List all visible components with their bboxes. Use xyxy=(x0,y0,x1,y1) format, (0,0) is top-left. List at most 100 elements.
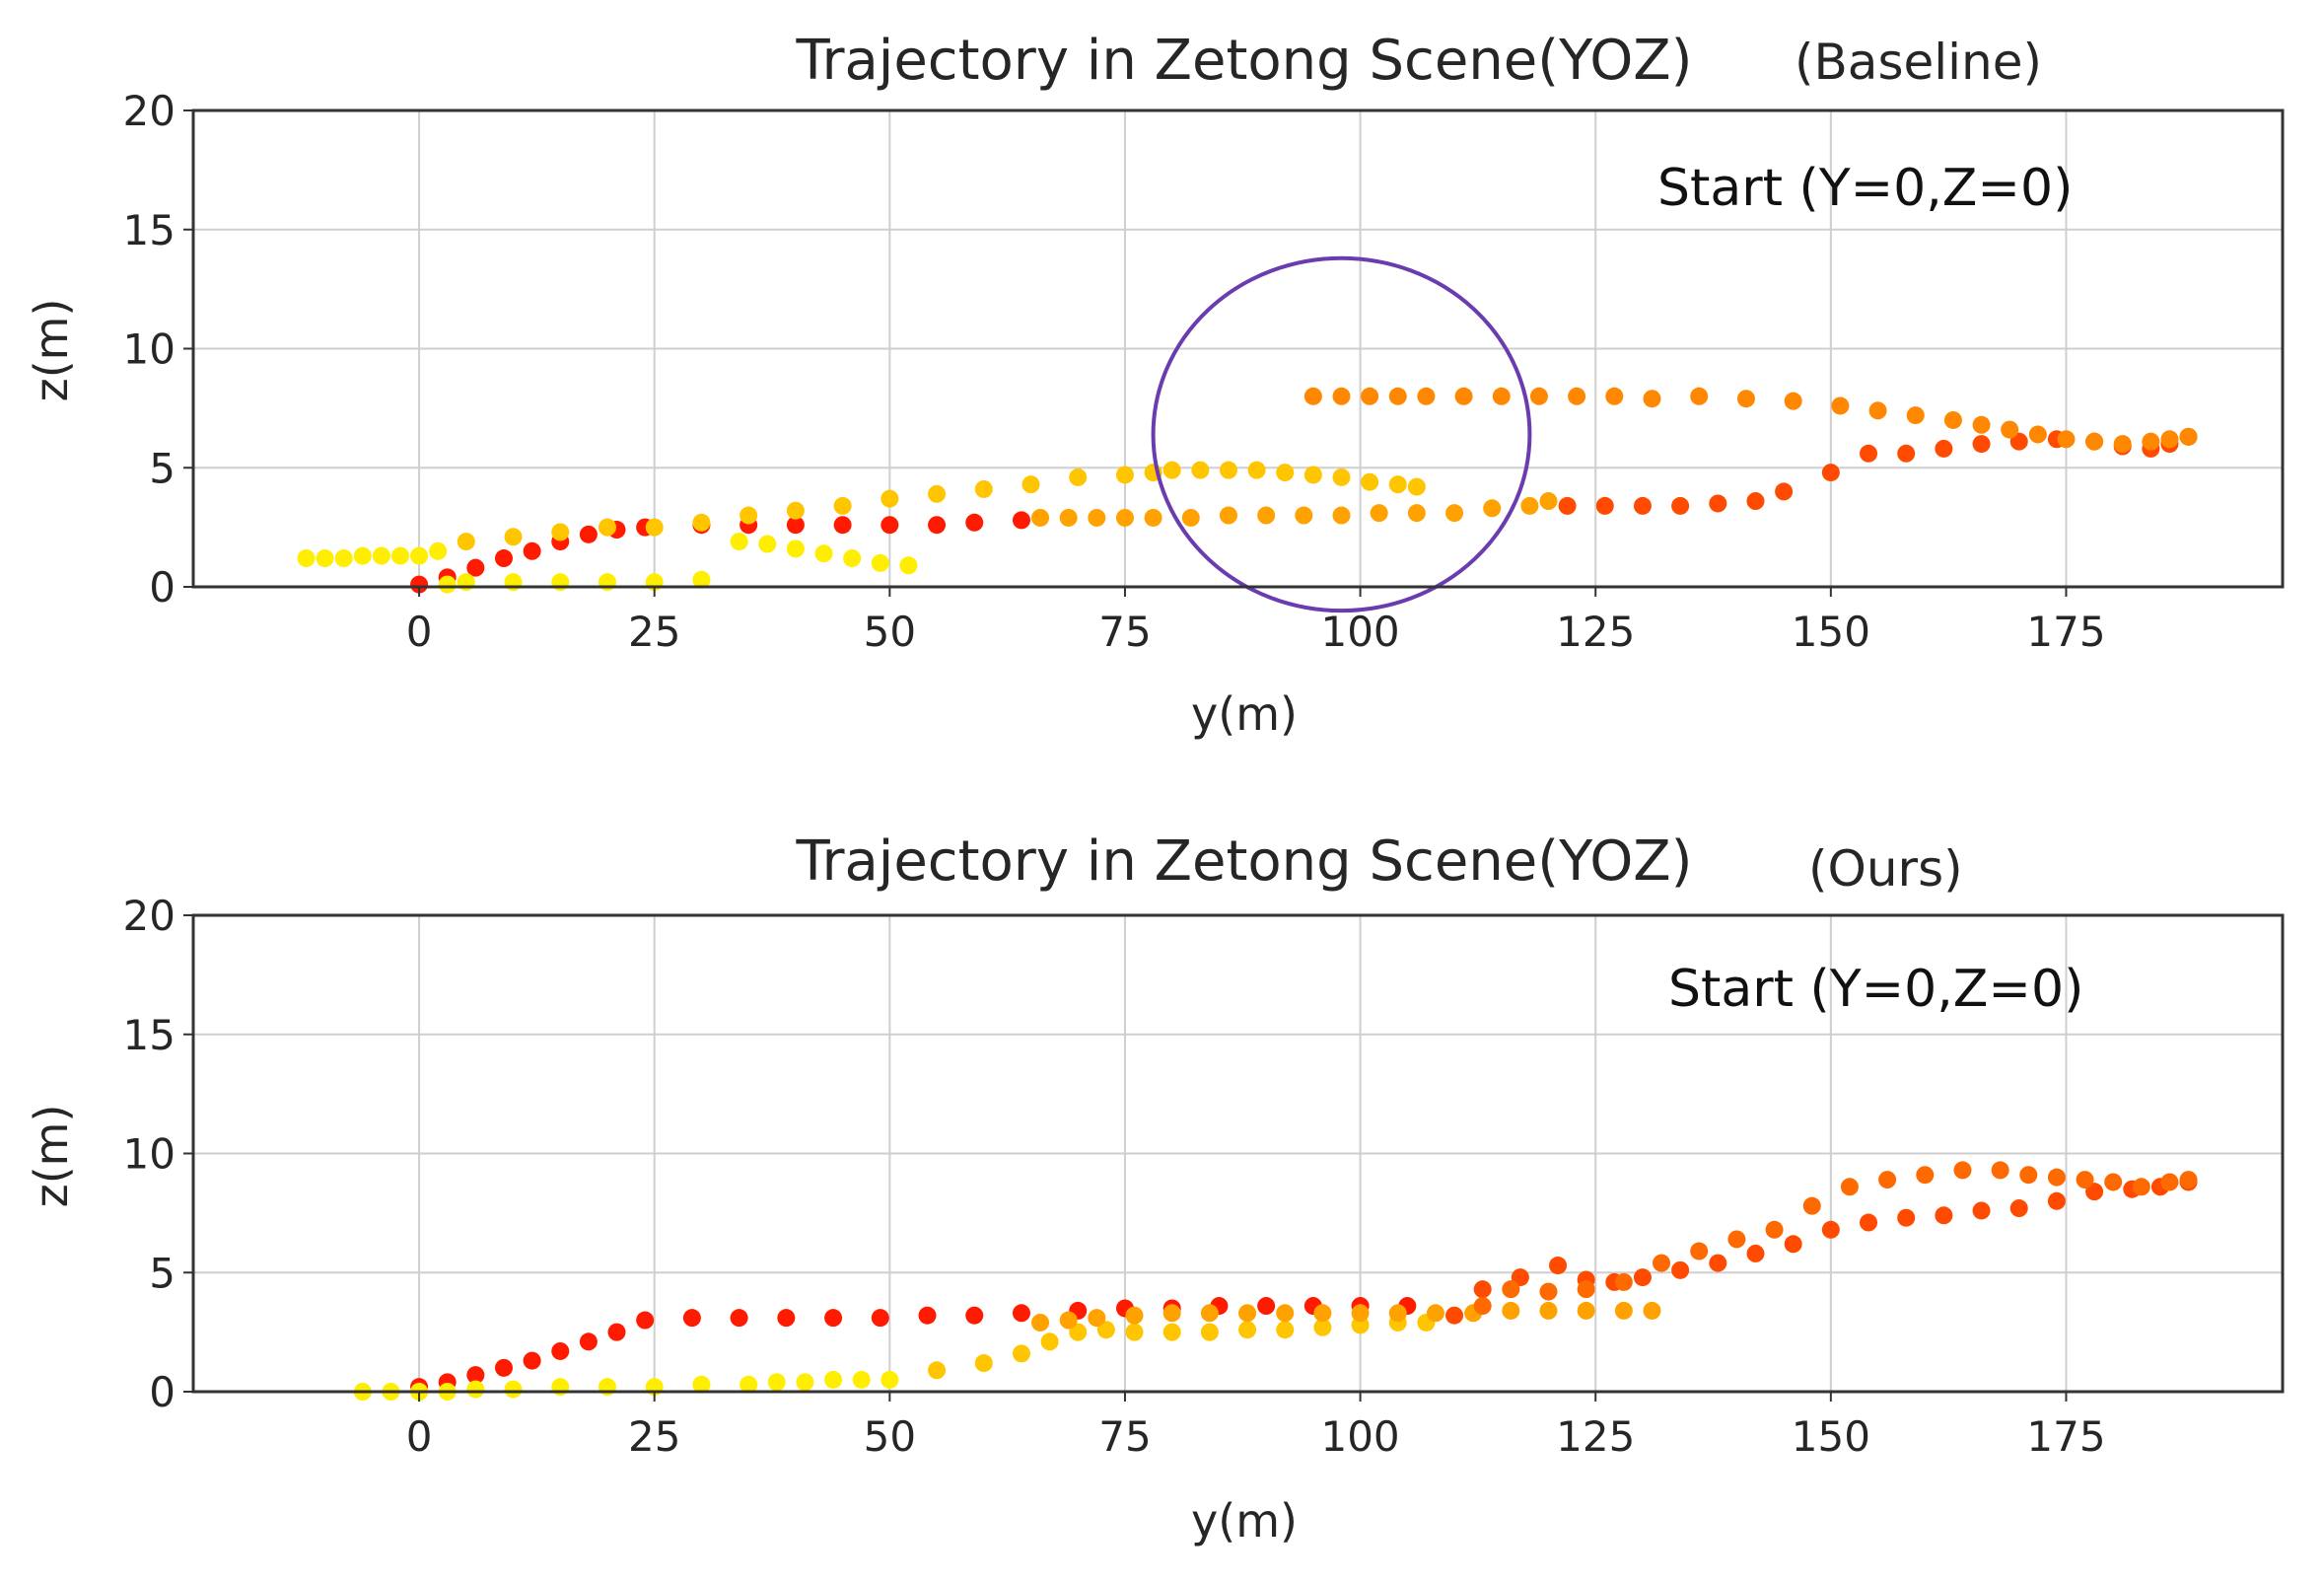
data-point xyxy=(1473,1297,1492,1316)
data-point xyxy=(466,1380,485,1399)
data-point xyxy=(692,513,711,532)
data-point xyxy=(1878,1171,1897,1189)
data-point xyxy=(1144,508,1162,527)
data-point xyxy=(1511,1268,1529,1287)
data-point xyxy=(1539,492,1558,511)
data-point xyxy=(1906,406,1925,425)
data-point xyxy=(579,1332,598,1351)
data-point xyxy=(1784,1235,1802,1254)
data-point xyxy=(1115,466,1134,484)
x-tick-label: 175 xyxy=(2026,1412,2105,1461)
data-point xyxy=(1653,1254,1671,1272)
data-point xyxy=(1088,508,1106,527)
data-point xyxy=(1426,1304,1444,1323)
data-point xyxy=(1069,1323,1088,1341)
x-tick-label: 50 xyxy=(864,608,916,656)
data-point xyxy=(1454,387,1473,405)
data-point xyxy=(871,553,889,572)
chart-title: Trajectory in Zetong Scene(YOZ) xyxy=(795,29,1692,93)
data-point xyxy=(1483,499,1502,518)
data-point xyxy=(1125,1306,1144,1325)
y-tick-label: 0 xyxy=(149,1368,176,1416)
data-point xyxy=(1614,1272,1633,1291)
data-point xyxy=(786,540,805,558)
data-point xyxy=(494,1358,513,1377)
data-point xyxy=(457,533,475,551)
x-tick-label: 75 xyxy=(1098,608,1151,656)
data-point xyxy=(1643,390,1661,408)
data-point xyxy=(1539,1282,1558,1301)
data-point xyxy=(1059,1311,1078,1330)
data-point xyxy=(1972,1201,1991,1220)
data-point xyxy=(796,1373,814,1392)
data-point xyxy=(316,549,334,568)
data-point xyxy=(2142,432,2160,451)
y-tick-label: 20 xyxy=(123,87,176,135)
x-tick-label: 75 xyxy=(1098,1412,1151,1461)
data-point xyxy=(504,528,523,546)
data-point xyxy=(523,1351,541,1370)
data-point xyxy=(928,1361,947,1380)
y-tick-label: 5 xyxy=(149,444,176,492)
series-yellow-orange xyxy=(928,1313,1436,1380)
data-point xyxy=(636,1311,655,1330)
series-orange-upper xyxy=(1303,387,2198,454)
data-point xyxy=(494,549,513,568)
data-point xyxy=(1295,506,1313,525)
data-point xyxy=(1784,392,1802,410)
data-point xyxy=(1840,1178,1859,1196)
data-point xyxy=(1096,1321,1115,1339)
data-point xyxy=(1219,506,1237,525)
data-point xyxy=(645,518,664,537)
chart-title-suffix: (Ours) xyxy=(1808,840,1963,898)
data-point xyxy=(1860,444,1878,463)
data-point xyxy=(1388,1304,1407,1323)
axis-ticks: 0 25 50 75 100 125 150 175 0 5 10 15 20 xyxy=(123,892,2106,1461)
data-point xyxy=(692,570,711,589)
y-tick-label: 10 xyxy=(123,1130,176,1179)
data-point xyxy=(1539,1301,1558,1320)
data-point xyxy=(1935,439,1953,458)
data-point xyxy=(1276,1304,1295,1323)
data-point xyxy=(2160,1173,2179,1191)
data-point xyxy=(1417,387,1436,405)
x-tick-label: 0 xyxy=(406,608,433,656)
data-point xyxy=(899,556,918,575)
data-point xyxy=(1690,387,1709,405)
data-point xyxy=(466,1366,485,1385)
data-point xyxy=(1313,1304,1332,1323)
data-point xyxy=(2009,1199,2028,1218)
data-point xyxy=(1200,1304,1219,1323)
data-point xyxy=(1162,461,1181,479)
data-point xyxy=(1303,387,1322,405)
data-point xyxy=(928,516,947,535)
data-point xyxy=(880,489,899,508)
start-annotation: Start (Y=0,Z=0) xyxy=(1657,159,2073,218)
data-point xyxy=(1012,1344,1030,1363)
data-point xyxy=(1200,1323,1219,1341)
chart-baseline: Trajectory in Zetong Scene(YOZ) (Baselin… xyxy=(25,29,2285,741)
data-point xyxy=(1012,1304,1030,1323)
data-point xyxy=(928,484,947,503)
data-point xyxy=(1191,461,1210,479)
data-point xyxy=(1953,1161,1972,1180)
highlight-circle xyxy=(1151,255,1532,613)
data-point xyxy=(551,1341,570,1360)
data-point xyxy=(739,1375,758,1394)
data-point xyxy=(1633,1268,1652,1287)
y-tick-label: 5 xyxy=(149,1249,176,1297)
x-tick-label: 125 xyxy=(1556,1412,1635,1461)
data-point xyxy=(429,541,448,560)
data-point xyxy=(1595,496,1614,515)
data-point xyxy=(1012,511,1030,530)
data-point xyxy=(1162,1304,1181,1323)
data-point xyxy=(758,535,777,553)
data-point xyxy=(1059,508,1078,527)
data-point xyxy=(1529,387,1548,405)
x-tick-label: 150 xyxy=(1792,608,1870,656)
data-point xyxy=(1257,1297,1276,1316)
data-point xyxy=(730,533,748,551)
data-point xyxy=(2047,1191,2066,1210)
data-point xyxy=(523,541,541,560)
data-point xyxy=(2113,435,2132,454)
